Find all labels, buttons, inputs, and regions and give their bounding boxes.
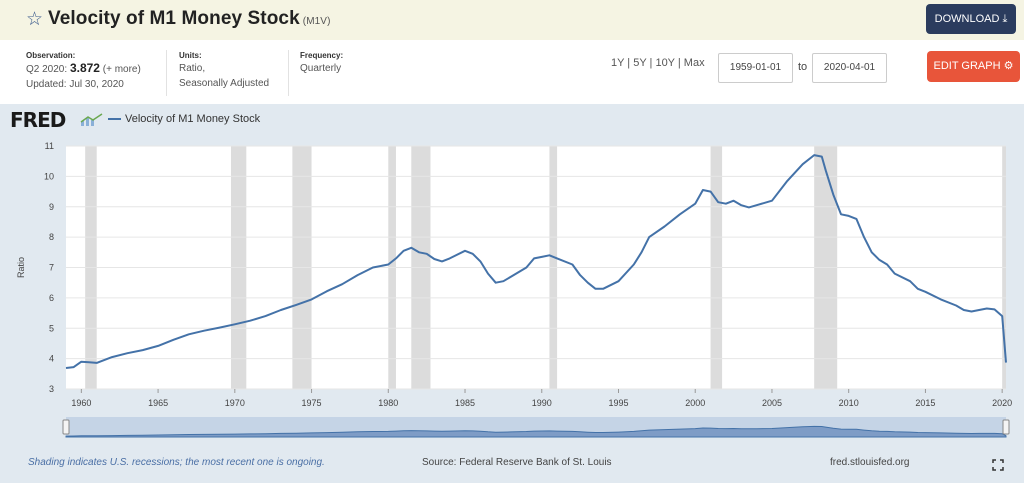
divider (166, 50, 167, 96)
series-id: (M1V) (302, 16, 331, 27)
observation-line: Q2 2020: 3.872 (+ more) (26, 61, 141, 77)
x-tick-label: 1975 (302, 398, 322, 408)
fred-logo: FRED (10, 108, 66, 132)
x-tick-label: 1990 (532, 398, 552, 408)
y-tick-label: 4 (49, 354, 54, 364)
recession-note: Shading indicates U.S. recessions; the m… (28, 457, 325, 468)
navigator-right-handle[interactable] (1002, 419, 1010, 435)
observation-value: 3.872 (69, 61, 100, 75)
x-tick-label: 1995 (608, 398, 628, 408)
observation-period: Q2 2020: (26, 64, 68, 75)
units-label: Units: (179, 51, 202, 60)
site-link[interactable]: fred.stlouisfed.org (830, 457, 910, 468)
range-selector[interactable]: 1Y | 5Y | 10Y | Max (611, 57, 705, 69)
y-tick-label: 5 (49, 323, 54, 333)
x-tick-label: 2000 (685, 398, 705, 408)
y-tick-label: 11 (45, 141, 54, 151)
frequency-label: Frequency: (300, 51, 344, 60)
edit-graph-button[interactable]: EDIT GRAPH ⚙ (927, 51, 1020, 82)
y-tick-label: 10 (44, 171, 54, 181)
navigator-left-handle[interactable] (62, 419, 70, 435)
navigator-series-area (65, 425, 1007, 438)
x-tick-label: 2020 (992, 398, 1012, 408)
x-tick-label: 1960 (71, 398, 91, 408)
x-tick-label: 2005 (762, 398, 782, 408)
download-icon: ⤓ (1002, 13, 1008, 25)
units-block: Units: Ratio, Seasonally Adjusted (179, 50, 269, 91)
x-tick-label: 1985 (455, 398, 475, 408)
units-line-2: Seasonally Adjusted (179, 78, 270, 89)
units-line-1: Ratio, (179, 63, 206, 74)
divider (288, 50, 289, 96)
title-bar (0, 0, 1024, 40)
x-tick-label: 1965 (148, 398, 168, 408)
gear-icon: ⚙ (1003, 60, 1014, 72)
series-line (65, 154, 1007, 369)
frequency-value: Quarterly (300, 63, 342, 74)
observation-more-link[interactable]: (+ more) (102, 64, 141, 75)
to-label: to (798, 61, 808, 73)
y-tick-label: 8 (49, 232, 54, 242)
updated-date: Updated: Jul 30, 2020 (26, 79, 124, 90)
end-date-input[interactable]: 2020-04-01 (812, 53, 887, 83)
page-title: Velocity of M1 Money Stock (M1V) (48, 8, 331, 30)
x-tick-label: 1980 (378, 398, 398, 408)
y-tick-label: 9 (49, 202, 54, 212)
legend-swatch (108, 118, 121, 121)
download-button-label: DOWNLOAD (934, 13, 1000, 25)
frequency-block: Frequency: Quarterly (300, 50, 343, 76)
observation-label: Observation: (26, 51, 76, 60)
y-axis-label: Ratio (16, 257, 26, 278)
y-tick-label: 6 (49, 293, 54, 303)
edit-graph-label: EDIT GRAPH (933, 60, 1001, 72)
series-title: Velocity of M1 Money Stock (48, 8, 300, 29)
source-note: Source: Federal Reserve Bank of St. Loui… (422, 457, 612, 468)
download-button[interactable]: DOWNLOAD ⤓ (926, 4, 1016, 34)
start-date-input[interactable]: 1959-01-01 (718, 53, 793, 83)
y-tick-label: 7 (49, 263, 54, 273)
star-outline-icon[interactable]: ☆ (26, 9, 44, 30)
x-tick-label: 2015 (915, 398, 935, 408)
chart-legend: Velocity of M1 Money Stock (108, 113, 260, 125)
x-tick-label: 1970 (225, 398, 245, 408)
y-tick-label: 3 (49, 384, 54, 394)
x-tick-label: 2010 (839, 398, 859, 408)
legend-label: Velocity of M1 Money Stock (125, 113, 261, 125)
fred-logo-graph-icon (80, 113, 103, 126)
fullscreen-icon[interactable] (992, 459, 1004, 471)
observation-block: Observation: Q2 2020: 3.872 (+ more) Upd… (26, 50, 141, 92)
